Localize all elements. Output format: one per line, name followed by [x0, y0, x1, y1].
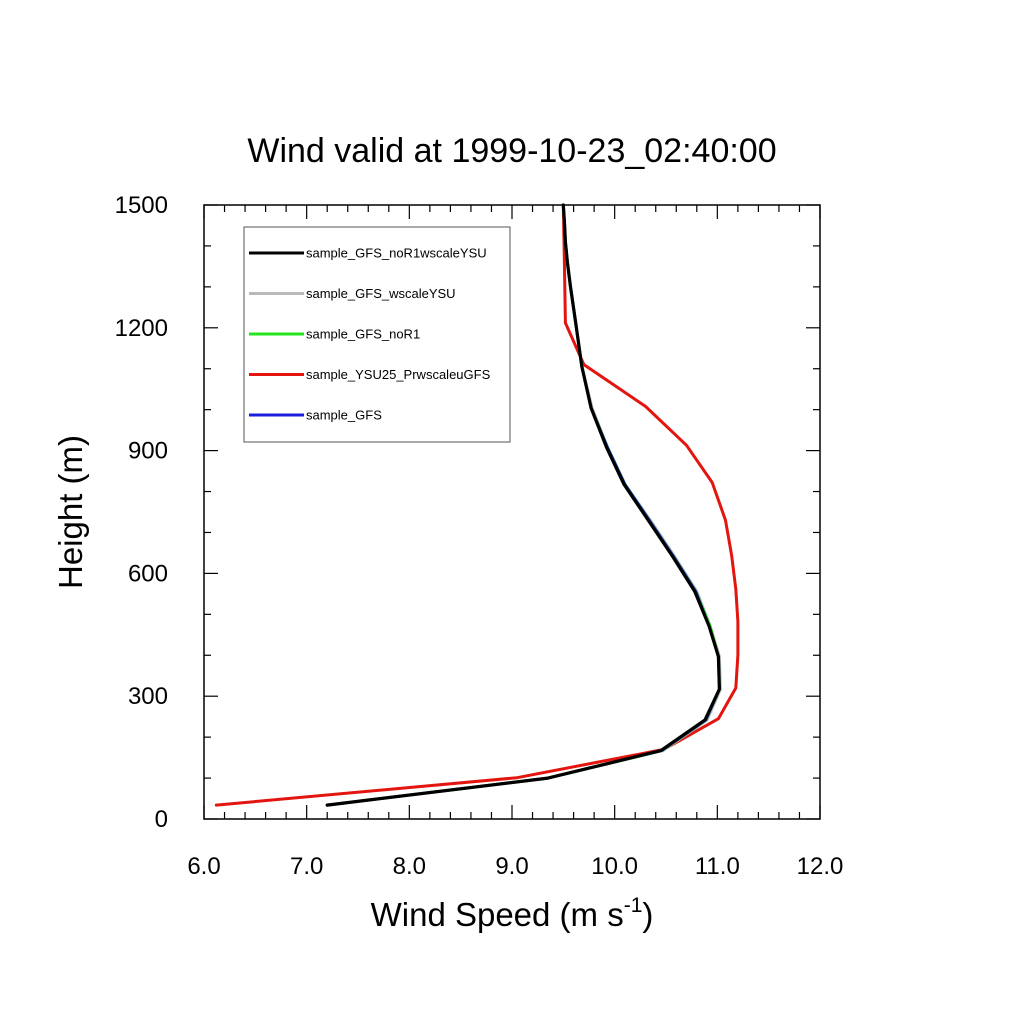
x-tick-label: 10.0 — [591, 853, 638, 880]
x-axis-label-end: ) — [642, 896, 653, 933]
x-tick-label: 12.0 — [797, 853, 844, 880]
x-tick-label: 7.0 — [290, 853, 323, 880]
legend-label: sample_GFS_noR1wscaleYSU — [306, 246, 487, 261]
y-tick-label: 1500 — [115, 192, 168, 219]
legend-label: sample_GFS — [306, 408, 382, 423]
y-tick-labels: 0 300 600 900 1200 1500 — [115, 192, 168, 833]
x-tick-label: 6.0 — [187, 853, 220, 880]
series-layer — [214, 203, 740, 807]
x-tick-labels: 6.0 7.0 8.0 9.0 10.0 11.0 12.0 — [187, 853, 843, 880]
x-tick-label: 8.0 — [393, 853, 426, 880]
x-axis-label: Wind Speed (m s-1) — [371, 894, 654, 933]
legend-label: sample_GFS_noR1 — [306, 327, 420, 342]
y-tick-label: 300 — [128, 683, 168, 710]
y-tick-label: 1200 — [115, 315, 168, 342]
x-axis-label-superscript: -1 — [624, 894, 643, 917]
y-axis-label: Height (m) — [52, 435, 89, 589]
x-axis-label-main: Wind Speed (m s — [371, 896, 624, 933]
y-tick-label: 600 — [128, 560, 168, 587]
legend-label: sample_GFS_wscaleYSU — [306, 286, 456, 301]
chart-title: Wind valid at 1999-10-23_02:40:00 — [247, 132, 776, 170]
series-line-4 — [214, 203, 740, 807]
y-tick-label: 900 — [128, 438, 168, 465]
plot-frame — [203, 204, 821, 820]
x-tick-label: 11.0 — [695, 853, 740, 880]
series-line-1 — [325, 203, 722, 807]
x-tick-label: 9.0 — [495, 853, 528, 880]
y-tick-label: 0 — [155, 806, 168, 833]
legend-label: sample_YSU25_PrwscaleuGFS — [306, 367, 491, 382]
legend: sample_GFS_noR1wscaleYSU sample_GFS_wscal… — [243, 226, 511, 443]
